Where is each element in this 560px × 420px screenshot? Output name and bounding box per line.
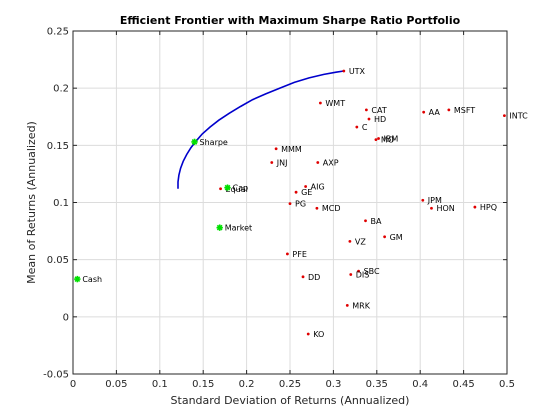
portfolio-label: Market [225, 224, 253, 233]
asset-point [421, 198, 425, 202]
asset-point [422, 110, 426, 114]
asset-point [355, 125, 359, 129]
asset-point [306, 332, 310, 336]
asset-point [345, 304, 349, 307]
asset-label: PFE [292, 250, 306, 259]
portfolio-point [191, 138, 198, 146]
asset-label: HON [436, 204, 454, 213]
asset-point [301, 275, 305, 279]
asset-point [383, 235, 387, 239]
asset-point [447, 108, 451, 112]
asset-label: SBC [364, 267, 380, 276]
asset-label: UTX [349, 67, 366, 76]
asset-point [304, 185, 308, 188]
asset-point [502, 114, 506, 118]
asset-label: VZ [355, 237, 366, 246]
x-tick-label: 0.05 [105, 379, 127, 390]
asset-point [318, 101, 322, 105]
x-tick-label: 0 [70, 379, 76, 390]
axis-ticks: 0 0.05 0.1 0.15 0.2 0.25 0.3 0.35 0.4 0.45 0.5 -0.0… [43, 27, 515, 391]
portfolio-point [224, 184, 231, 191]
asset-label: DD [308, 273, 320, 282]
asset-label: JNJ [276, 158, 288, 167]
asset-label: Equal [226, 185, 248, 194]
asset-label: WMT [325, 99, 345, 108]
x-tick-label: 0.35 [366, 379, 388, 390]
asset-label: MRK [352, 301, 370, 310]
y-tick-label: 0.25 [47, 27, 69, 38]
asset-label: MCD [322, 204, 341, 213]
x-tick-label: 0.5 [499, 379, 515, 390]
asset-point [270, 161, 274, 164]
asset-label: GE [301, 188, 312, 197]
y-tick-label: 0 [63, 312, 69, 323]
asset-label: AA [429, 108, 441, 117]
asset-point [367, 117, 371, 121]
asset-point [377, 137, 380, 140]
asset-point [357, 269, 360, 273]
asset-label: PG [295, 200, 306, 209]
y-axis-label: Mean of Returns (Annualized) [25, 121, 38, 284]
portfolio-label: Cap [233, 184, 249, 193]
asset-label: MMM [281, 145, 302, 154]
y-tick-label: 0.15 [47, 141, 69, 152]
efficient-frontier-layer [177, 70, 344, 189]
asset-point [348, 239, 352, 243]
portfolio-point [216, 224, 223, 231]
asset-label: HPQ [480, 203, 497, 212]
asset-point [294, 190, 298, 194]
chart-title: Efficient Frontier with Maximum Sharpe R… [120, 14, 461, 27]
x-tick-label: 0.4 [412, 379, 428, 390]
x-tick-label: 0.45 [452, 379, 474, 390]
y-tick-label: 0.2 [53, 84, 69, 95]
asset-label: AIG [311, 182, 325, 191]
asset-label: HD [374, 115, 386, 124]
asset-label: C [362, 123, 368, 132]
x-axis-label: Standard Deviation of Returns (Annualize… [171, 394, 410, 407]
efficient-frontier-line [177, 70, 344, 189]
asset-point [364, 219, 367, 223]
asset-point [288, 202, 292, 206]
asset-point [430, 206, 433, 210]
x-tick-label: 0.25 [279, 379, 301, 390]
asset-label: CAT [371, 106, 386, 115]
asset-label: GM [390, 233, 403, 242]
x-tick-label: 0.15 [192, 379, 214, 390]
portfolio-label: Cash [82, 275, 102, 284]
asset-point [285, 252, 289, 256]
portfolio-point [74, 275, 81, 283]
asset-point [364, 108, 368, 112]
asset-point [316, 161, 320, 164]
asset-label: MO [381, 136, 394, 145]
asset-label: AXP [323, 158, 339, 167]
asset-point [219, 187, 222, 191]
asset-label: IBM [384, 134, 399, 143]
y-tick-label: 0.05 [47, 255, 69, 266]
asset-label: DIS [356, 271, 370, 280]
x-tick-label: 0.3 [325, 379, 341, 390]
asset-point [349, 273, 353, 276]
asset-point [342, 69, 346, 73]
asset-label: JPM [427, 196, 442, 205]
y-tick-label: -0.05 [43, 370, 69, 381]
portfolio-label: Sharpe [200, 138, 228, 147]
asset-point [473, 205, 477, 209]
asset-label: BA [371, 217, 382, 226]
asset-label: MSFT [454, 106, 475, 115]
asset-label: KO [313, 330, 324, 339]
x-tick-label: 0.2 [239, 379, 255, 390]
asset-label: INTC [509, 112, 528, 121]
x-tick-label: 0.1 [152, 379, 168, 390]
y-tick-label: 0.1 [53, 198, 69, 209]
asset-point [374, 138, 378, 142]
asset-point [274, 147, 278, 151]
asset-point [315, 206, 319, 210]
